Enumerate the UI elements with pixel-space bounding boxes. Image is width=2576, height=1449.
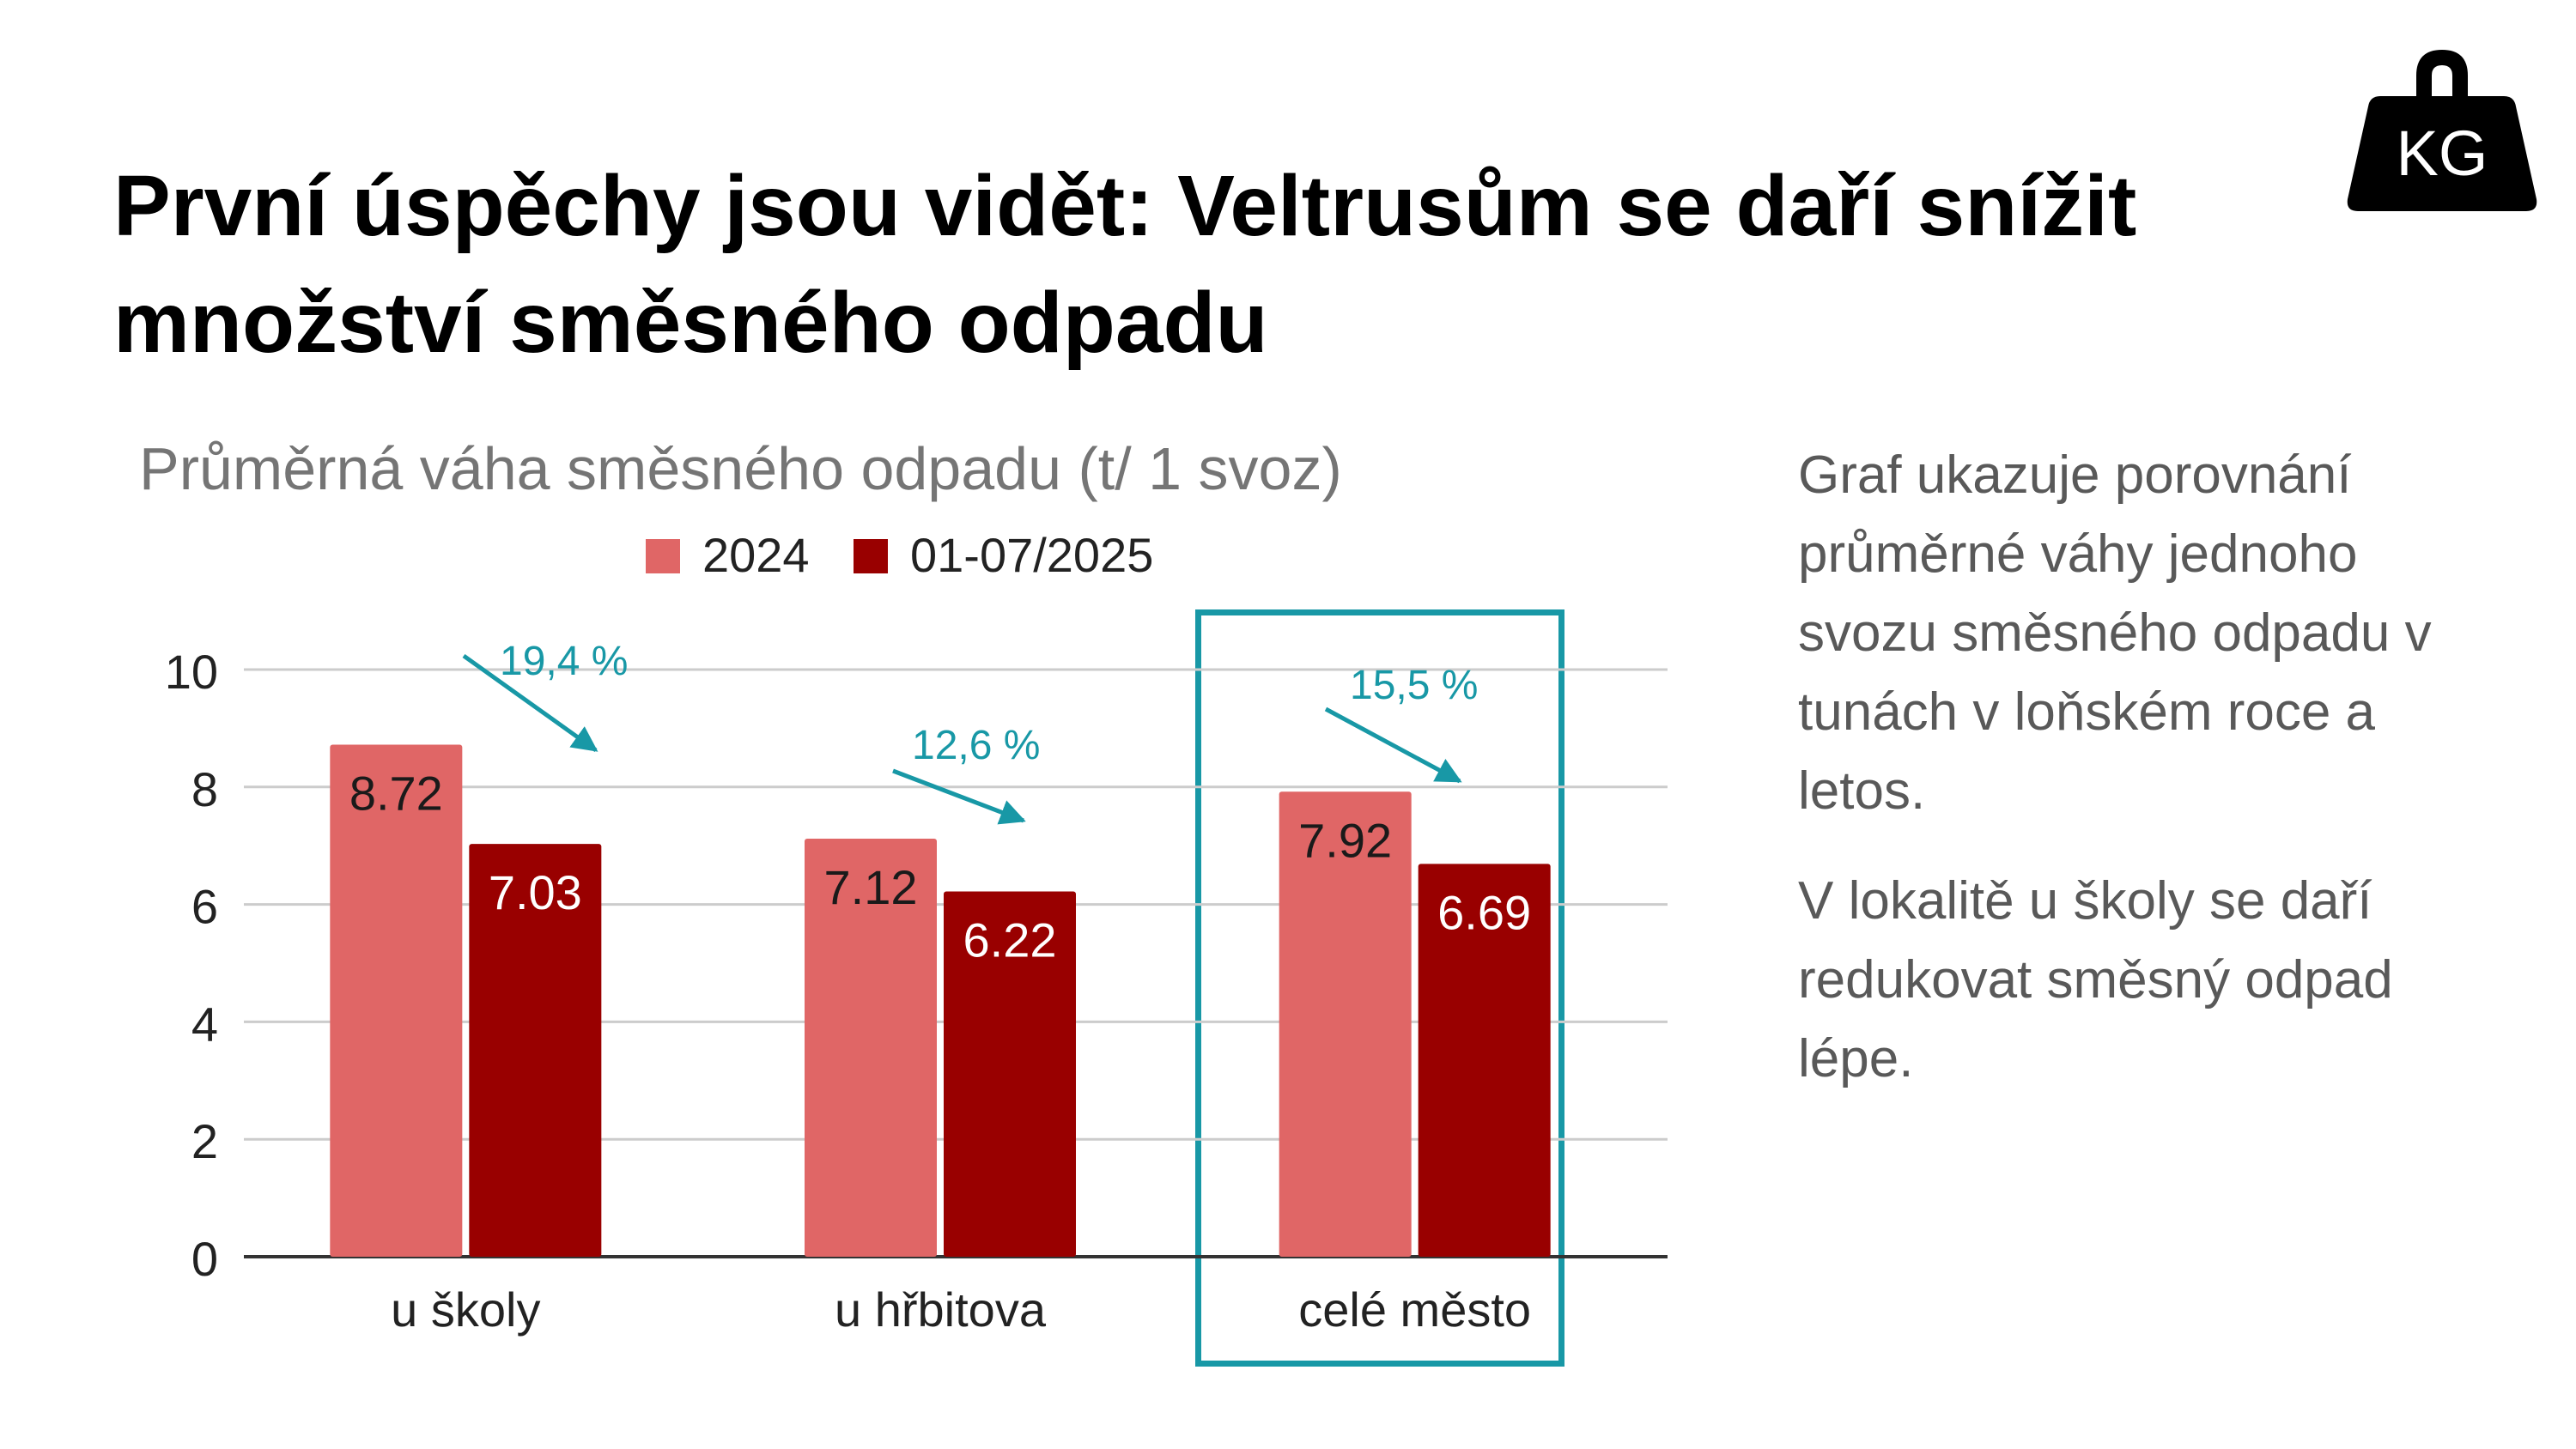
data-label: 8.72: [349, 767, 443, 821]
side-text: Graf ukazuje porovnání průměrné váhy jed…: [1798, 436, 2502, 1130]
bar-series-1: [805, 838, 937, 1257]
x-category-label: u školy: [391, 1282, 540, 1337]
data-label: 6.69: [1437, 885, 1531, 939]
y-tick-label: 6: [191, 880, 218, 934]
decrease-arrow: [892, 768, 1026, 825]
bar-series-1: [330, 744, 463, 1257]
kg-weight-icon: KG: [2347, 50, 2537, 211]
slide-title-line-1: První úspěchy jsou vidět: Veltrusům se d…: [113, 158, 2137, 254]
y-tick-label: 10: [165, 645, 218, 699]
legend-label: 2024: [702, 528, 810, 582]
slide-title-line-2: množství směsného odpadu: [113, 275, 1268, 371]
percent-annotation: 12,6 %: [912, 723, 1040, 768]
decrease-arrow: [1324, 706, 1462, 784]
decrease-arrow: [462, 653, 598, 753]
legend-swatch: [854, 539, 888, 573]
x-category-label: celé město: [1298, 1282, 1531, 1337]
bar-series-2: [1418, 864, 1551, 1257]
kg-icon-label: KG: [2397, 118, 2488, 189]
slide-title: První úspěchy jsou vidět: Veltrusům se d…: [113, 148, 2260, 381]
highlight-box: [1195, 609, 1564, 1367]
side-paragraph-1: Graf ukazuje porovnání průměrné váhy jed…: [1798, 446, 2432, 821]
bar-series-1: [1279, 791, 1412, 1257]
bar-series-2: [469, 844, 602, 1257]
y-tick-label: 4: [191, 997, 218, 1051]
chart-title: Průměrná váha směsného odpadu (t/ 1 svoz…: [139, 435, 1342, 502]
data-label: 7.03: [489, 865, 582, 919]
y-tick-label: 0: [191, 1232, 218, 1286]
percent-annotation: 15,5 %: [1350, 663, 1478, 708]
data-label: 7.92: [1298, 813, 1392, 867]
y-tick-label: 8: [191, 762, 218, 816]
data-label: 7.12: [824, 860, 918, 914]
legend-label: 01-07/2025: [910, 528, 1153, 582]
bar-series-2: [944, 891, 1076, 1257]
y-tick-label: 2: [191, 1114, 218, 1168]
side-paragraph-2: V lokalitě u školy se daří redukovat smě…: [1798, 871, 2393, 1088]
percent-annotation: 19,4 %: [500, 639, 628, 684]
data-label: 6.22: [963, 913, 1057, 967]
x-category-label: u hřbitova: [835, 1282, 1047, 1337]
legend-swatch: [646, 539, 680, 573]
